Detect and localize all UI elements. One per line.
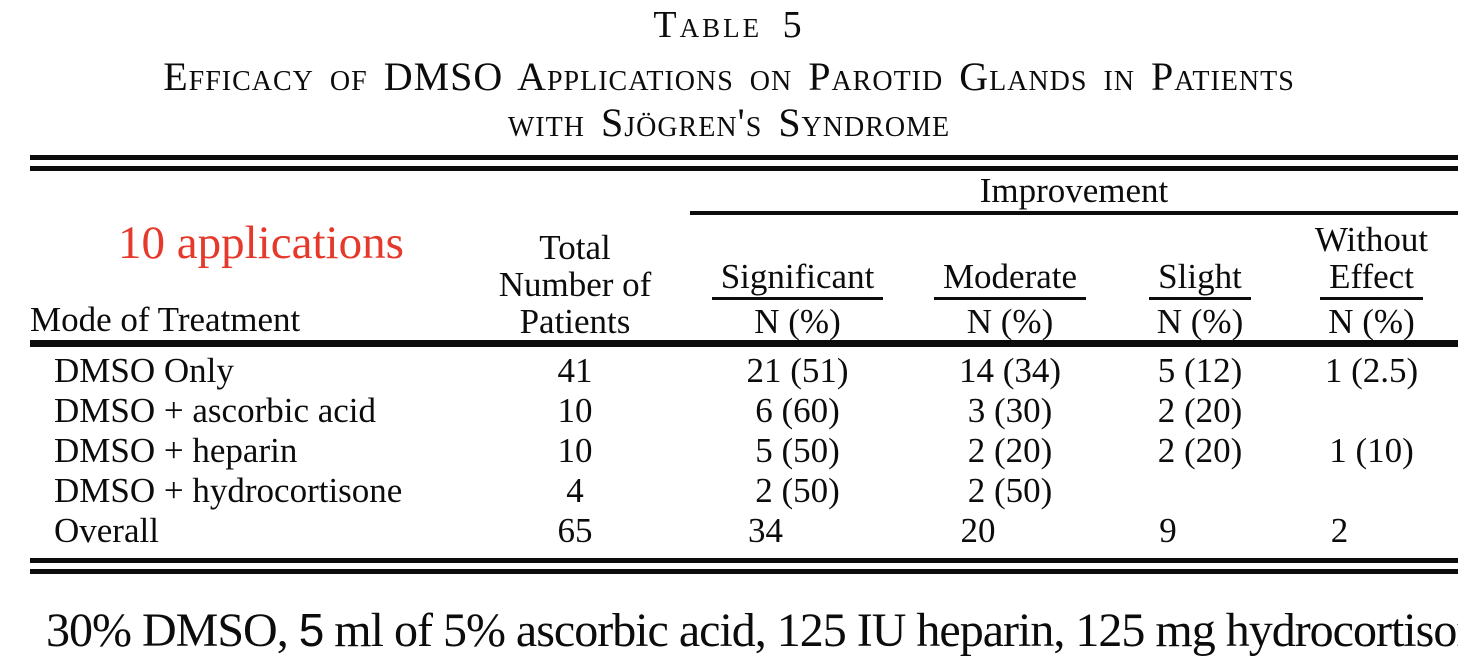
cell-moderate: 2 (20) [967,430,1053,470]
cell-significant: 21 (51) [690,339,905,391]
note-part2: 5 [298,604,325,656]
cell-total: 10 [557,390,593,430]
red-annotation-10-applications: 10 applications [118,217,404,269]
note-part3: ml of 5% ascorbic acid, 125 IU heparin, … [323,604,1458,657]
cell-significant: 5 (50) [755,430,840,470]
slight-label: Slight [1149,258,1251,300]
moderate-label: Moderate [933,258,1087,300]
significant-label: Significant [711,258,884,300]
cell-moderate: 20 [960,510,996,550]
total-line1: Total [539,227,611,267]
cell-significant: 2 (50) [755,470,840,510]
cell-slight: 9 [1159,510,1177,550]
cell-total: 65 [557,510,593,550]
table-caption-line2: with Sjögren's Syndrome [507,100,951,145]
cell-significant: 34 [748,510,783,550]
note-part1: 30% DMSO, [46,604,299,657]
cell-mode: DMSO Only [30,339,460,391]
table-row-dmso-ascorbic: DMSO + ascorbic acid 10 6 (60) 3 (30) 2 … [30,391,1458,431]
cell-slight: 5 (12) [1115,339,1285,391]
col-header-without-effect: Without Effect N (%) [1285,213,1458,343]
header-row-improvement: Improvement [30,163,1458,215]
cell-without: 2 [1330,510,1349,550]
significant-n-pct: N (%) [754,301,841,341]
cell-moderate: 3 (30) [967,390,1053,430]
col-header-moderate: Moderate N (%) [905,213,1115,343]
cell-moderate: 14 (34) [905,339,1115,391]
total-line2: Number of [498,264,652,304]
table-row-dmso-hydrocortisone: DMSO + hydrocortisone 4 2 (50) 2 (50) [30,471,1458,511]
cell-slight: 2 (20) [1157,390,1243,430]
dosage-note: 30% DMSO, 5 ml of 5% ascorbic acid, 125 … [46,602,1458,660]
header-row-columns: Mode of Treatment Total Number of Patien… [30,213,1458,343]
header-spacer [30,163,690,213]
table-row-dmso-heparin: DMSO + heparin 10 5 (50) 2 (20) 2 (20) 1… [30,431,1458,471]
cell-mode: Overall [54,510,159,550]
table-caption-line1: Efficacy of DMSO Applications on Parotid… [163,54,1295,99]
cell-mode: DMSO + heparin [54,430,298,470]
improvement-group-header: Improvement [690,163,1458,215]
moderate-n-pct: N (%) [966,301,1054,341]
cell-total: 41 [460,339,690,391]
cell-mode: DMSO + hydrocortisone [54,470,403,510]
col-header-significant: Significant N (%) [690,213,905,343]
cell-total: 10 [557,430,593,470]
without-n-pct: N (%) [1328,301,1415,341]
cell-moderate: 2 (50) [967,470,1053,510]
cell-without [1285,391,1458,431]
col-header-total-patients: Total Number of Patients [460,213,690,343]
table-row-overall: Overall 65 34 20 9 2 [30,511,1458,566]
cell-without: 1 (10) [1329,430,1414,470]
without-label-line2: Effect [1320,258,1423,300]
cell-significant: 6 (60) [755,390,840,430]
slight-n-pct: N (%) [1156,301,1244,341]
efficacy-table: Improvement Mode of Treatment Total Numb… [30,155,1458,574]
cell-without: 1 (2.5) [1285,339,1458,391]
table-number-title: Table 5 [653,4,805,46]
cell-slight [1115,471,1285,511]
table-row-dmso-only: DMSO Only 41 21 (51) 14 (34) 5 (12) 1 (2… [30,339,1458,391]
col-header-slight: Slight N (%) [1115,213,1285,343]
cell-total: 4 [566,470,584,510]
cell-without [1285,471,1458,511]
cell-slight: 2 (20) [1157,430,1243,470]
without-label-line1: Without [1314,219,1429,259]
cell-mode: DMSO + ascorbic acid [54,390,377,430]
total-line3: Patients [519,301,631,341]
col-header-mode-of-treatment: Mode of Treatment [30,299,301,339]
